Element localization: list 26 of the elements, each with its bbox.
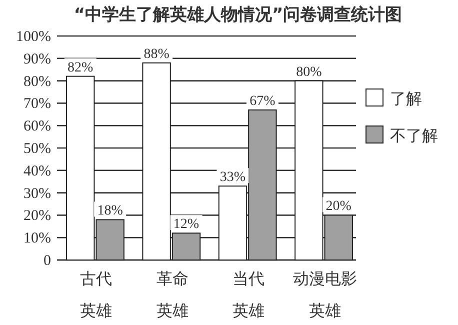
- data-label: 12%: [173, 217, 200, 232]
- y-tick-label: 100%: [16, 29, 51, 45]
- x-tick-label: 古代英雄: [80, 269, 112, 320]
- legend-label: 不了解: [390, 126, 438, 145]
- x-tick-label: 动漫电影英雄: [292, 269, 357, 320]
- y-tick-label: 70%: [24, 96, 51, 112]
- y-tick-label: 60%: [24, 118, 51, 135]
- chart-title: “中学生了解英雄人物情况”问卷调查统计图: [74, 5, 402, 25]
- y-tick-label: 40%: [24, 163, 51, 180]
- data-label: 33%: [220, 170, 246, 186]
- data-label: 18%: [97, 204, 124, 219]
- x-tick-label: 当代英雄: [232, 269, 265, 320]
- y-tick-label: 90%: [24, 51, 51, 68]
- data-label: 20%: [326, 199, 352, 214]
- data-label: 88%: [144, 46, 170, 62]
- y-tick-label: 50%: [24, 141, 51, 157]
- y-tick-label: 0: [44, 253, 51, 269]
- y-tick-label: 20%: [24, 208, 51, 224]
- y-tick-label: 10%: [24, 230, 51, 247]
- legend-label: 了解: [390, 89, 422, 108]
- data-label: 82%: [68, 60, 94, 76]
- y-tick-label: 80%: [24, 74, 51, 90]
- data-label: 67%: [250, 94, 276, 109]
- x-tick-label: 革命英雄: [156, 269, 188, 320]
- data-label: 80%: [296, 64, 322, 80]
- y-tick-label: 30%: [24, 186, 51, 202]
